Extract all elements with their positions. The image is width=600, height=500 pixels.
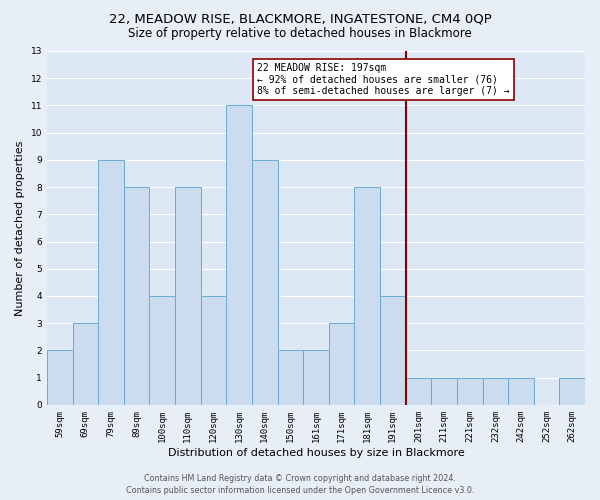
Bar bbox=[47, 350, 73, 405]
X-axis label: Distribution of detached houses by size in Blackmore: Distribution of detached houses by size … bbox=[167, 448, 464, 458]
Bar bbox=[226, 106, 252, 405]
Text: Size of property relative to detached houses in Blackmore: Size of property relative to detached ho… bbox=[128, 28, 472, 40]
Bar bbox=[73, 323, 98, 405]
Bar bbox=[457, 378, 482, 405]
Bar bbox=[200, 296, 226, 405]
Bar bbox=[431, 378, 457, 405]
Text: 22, MEADOW RISE, BLACKMORE, INGATESTONE, CM4 0QP: 22, MEADOW RISE, BLACKMORE, INGATESTONE,… bbox=[109, 12, 491, 26]
Text: Contains HM Land Registry data © Crown copyright and database right 2024.
Contai: Contains HM Land Registry data © Crown c… bbox=[126, 474, 474, 495]
Bar bbox=[380, 296, 406, 405]
Bar bbox=[124, 187, 149, 405]
Bar bbox=[252, 160, 278, 405]
Bar bbox=[355, 187, 380, 405]
Y-axis label: Number of detached properties: Number of detached properties bbox=[15, 140, 25, 316]
Bar bbox=[406, 378, 431, 405]
Bar bbox=[149, 296, 175, 405]
Bar bbox=[559, 378, 585, 405]
Bar bbox=[482, 378, 508, 405]
Bar bbox=[329, 323, 355, 405]
Bar bbox=[175, 187, 200, 405]
Text: 22 MEADOW RISE: 197sqm
← 92% of detached houses are smaller (76)
8% of semi-deta: 22 MEADOW RISE: 197sqm ← 92% of detached… bbox=[257, 63, 509, 96]
Bar bbox=[508, 378, 534, 405]
Bar bbox=[98, 160, 124, 405]
Bar bbox=[278, 350, 303, 405]
Bar bbox=[303, 350, 329, 405]
